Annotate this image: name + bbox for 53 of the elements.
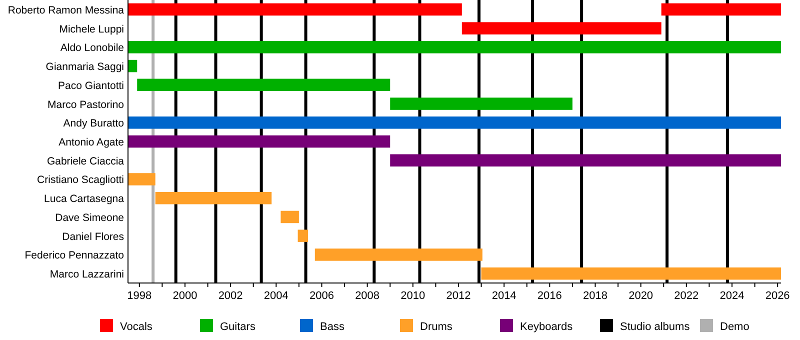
x-tick-label: 2008 [355,290,380,302]
bar [481,267,781,280]
bar [128,135,390,148]
bar [155,192,272,204]
x-tick-label: 1998 [127,290,152,302]
y-tick-label: Gabriele Ciaccia [46,155,124,168]
bar [462,22,662,34]
legend-label: Vocals [120,321,153,333]
bar [128,3,462,16]
bar [128,60,138,72]
x-tick-label: 2006 [309,290,334,302]
bar [128,173,156,186]
x-tick-label: 2026 [765,290,790,302]
bar [390,154,781,166]
bar [661,3,781,16]
x-tick-label: 2010 [400,290,426,302]
legend-label: Bass [320,321,345,333]
x-tick-label: 2020 [628,290,654,302]
legend-label: Guitars [220,321,256,333]
y-tick-label: Andy Buratto [63,118,124,130]
y-tick-label: Michele Luppi [59,23,124,36]
bar [280,210,299,224]
y-tick-label: Gianmaria Saggi [46,61,124,74]
y-tick-label: Luca Cartasegna [44,193,124,206]
y-tick-label: Aldo Lonobile [60,42,124,54]
bar [298,230,308,242]
x-tick-label: 2022 [674,290,699,302]
legend-label: Drums [420,321,453,333]
y-tick-label: Roberto Ramon Messina [8,4,124,16]
x-tick-label: 2018 [583,290,608,302]
x-tick-label: 2016 [537,290,562,302]
bar [137,78,390,92]
x-tick-label: 2004 [264,290,288,302]
x-tick-label: 2024 [720,290,744,302]
bar [390,98,572,110]
legend-label: Studio albums [620,321,690,333]
x-tick-label: 2014 [492,290,516,302]
legend-label: Demo [720,321,750,333]
y-tick-label: Cristiano Scagliotti [37,174,124,186]
x-tick-label: 2000 [172,290,198,302]
legend-label: Keyboards [520,321,574,333]
x-tick-label: 2012 [446,290,471,302]
x-tick-label: 2002 [218,290,243,302]
y-tick-label: Marco Lazzarini [50,268,124,281]
y-tick-label: Antonio Agate [58,136,124,148]
bar [314,248,482,261]
y-tick-label: Paco Giantotti [58,80,124,92]
y-tick-label: Daniel Flores [62,230,124,243]
y-tick-label: Federico Pennazzato [24,250,124,262]
bar [128,116,781,129]
bar [128,41,781,54]
y-tick-label: Dave Simeone [55,212,124,224]
y-tick-label: Marco Pastorino [48,98,124,111]
